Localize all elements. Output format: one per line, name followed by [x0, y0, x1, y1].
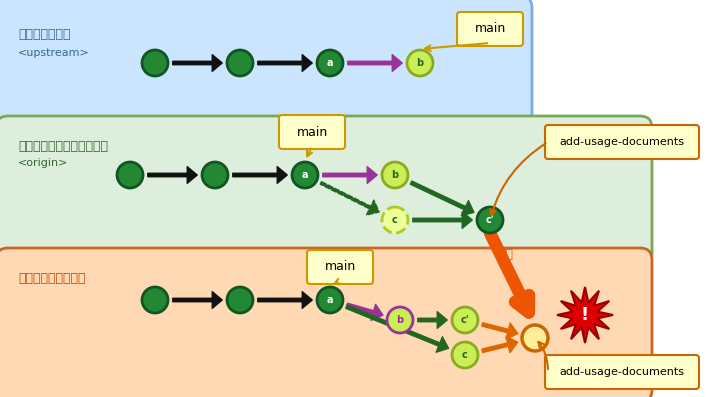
FancyArrowPatch shape	[323, 167, 377, 183]
Circle shape	[117, 162, 143, 188]
Circle shape	[317, 287, 343, 313]
Text: !: !	[581, 306, 589, 324]
FancyArrowPatch shape	[347, 303, 383, 320]
Text: c': c'	[461, 315, 469, 325]
FancyArrowPatch shape	[258, 55, 313, 71]
Text: main: main	[474, 23, 506, 35]
FancyBboxPatch shape	[457, 12, 523, 46]
Circle shape	[522, 325, 548, 351]
FancyArrowPatch shape	[258, 292, 313, 308]
Text: c: c	[462, 350, 468, 360]
Polygon shape	[557, 287, 613, 343]
FancyArrowPatch shape	[410, 181, 474, 216]
FancyArrowPatch shape	[233, 167, 287, 183]
FancyArrowPatch shape	[413, 212, 472, 228]
FancyBboxPatch shape	[279, 115, 345, 149]
Circle shape	[452, 307, 478, 333]
Text: main: main	[296, 125, 328, 139]
Text: main: main	[325, 260, 355, 274]
Circle shape	[202, 162, 228, 188]
Text: a: a	[302, 170, 308, 180]
FancyBboxPatch shape	[0, 248, 652, 397]
FancyBboxPatch shape	[545, 125, 699, 159]
Text: ローカルリポジトリ: ローカルリポジトリ	[18, 272, 85, 285]
Circle shape	[142, 50, 168, 76]
Circle shape	[387, 307, 413, 333]
Text: add-usage-documents: add-usage-documents	[560, 137, 684, 147]
Circle shape	[382, 162, 408, 188]
FancyArrowPatch shape	[320, 182, 379, 215]
Circle shape	[317, 50, 343, 76]
Circle shape	[142, 287, 168, 313]
Text: c': c'	[486, 215, 494, 225]
Text: プル: プル	[498, 248, 513, 261]
Text: a: a	[327, 295, 333, 305]
FancyArrowPatch shape	[482, 336, 518, 353]
Text: add-usage-documents: add-usage-documents	[560, 367, 684, 377]
FancyArrowPatch shape	[173, 292, 222, 308]
Circle shape	[227, 287, 253, 313]
Circle shape	[452, 342, 478, 368]
Text: 中央リポジトリ: 中央リポジトリ	[18, 28, 70, 41]
FancyArrowPatch shape	[482, 323, 518, 339]
Text: <upstream>: <upstream>	[18, 48, 90, 58]
FancyArrowPatch shape	[347, 55, 402, 71]
FancyArrowPatch shape	[148, 167, 197, 183]
FancyArrowPatch shape	[418, 312, 447, 328]
Circle shape	[227, 50, 253, 76]
Text: 作業用リモートリポジトリ: 作業用リモートリポジトリ	[18, 140, 108, 153]
Circle shape	[292, 162, 318, 188]
FancyBboxPatch shape	[307, 250, 373, 284]
FancyBboxPatch shape	[0, 116, 652, 265]
FancyBboxPatch shape	[0, 0, 532, 130]
FancyArrowPatch shape	[346, 305, 449, 352]
Text: b: b	[397, 315, 404, 325]
Text: b: b	[417, 58, 424, 68]
Text: a: a	[327, 58, 333, 68]
Text: <origin>: <origin>	[18, 158, 68, 168]
Text: c: c	[392, 215, 398, 225]
FancyBboxPatch shape	[545, 355, 699, 389]
FancyArrowPatch shape	[173, 55, 222, 71]
Circle shape	[407, 50, 433, 76]
Text: b: b	[392, 170, 399, 180]
Circle shape	[477, 207, 503, 233]
Circle shape	[382, 207, 408, 233]
